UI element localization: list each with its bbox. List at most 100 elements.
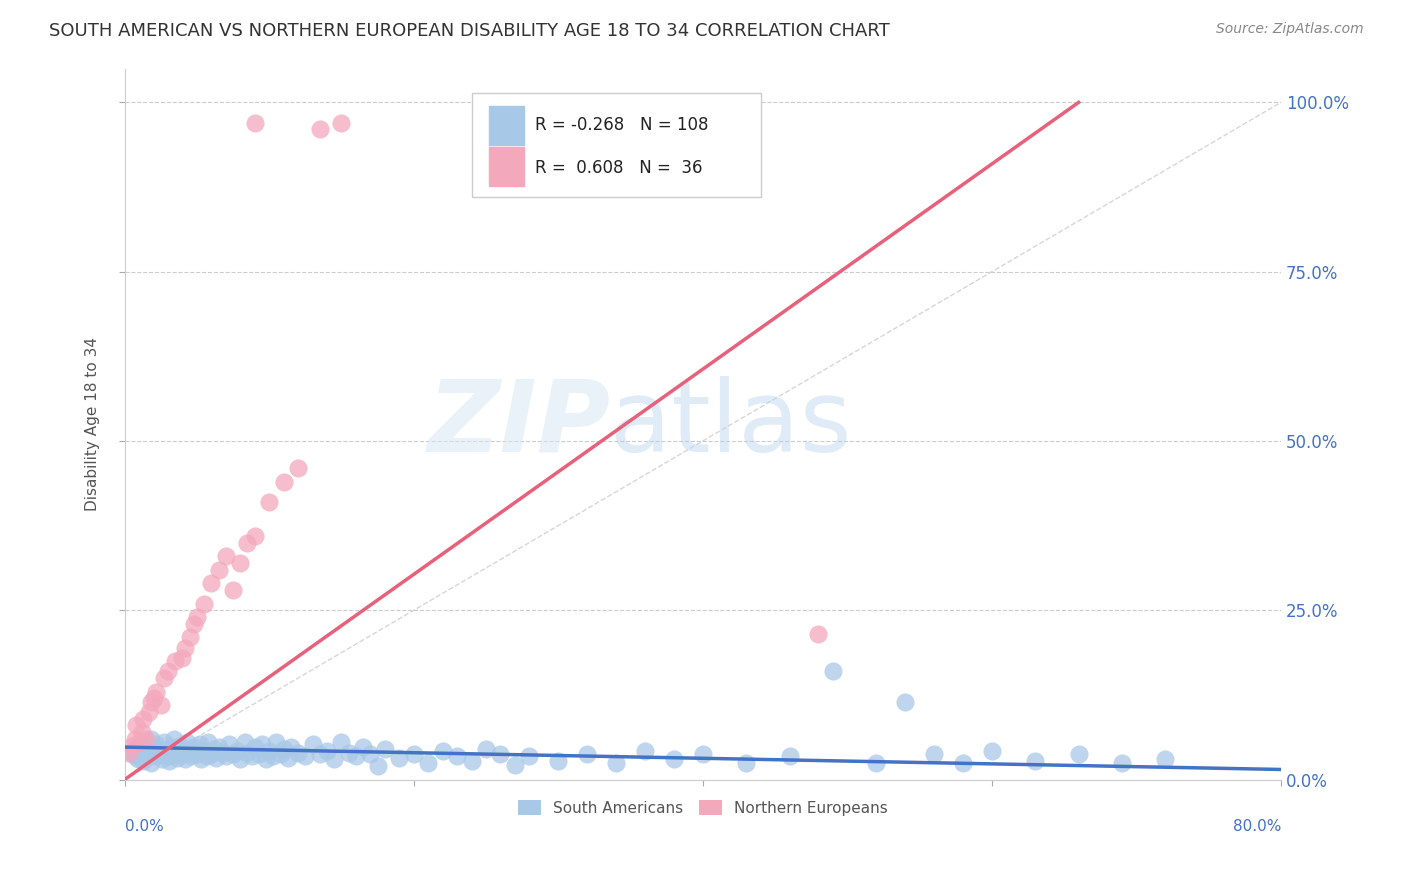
Point: [547, 754, 569, 768]
Point: [128, 747, 150, 761]
Point: [207, 563, 229, 577]
Point: [190, 752, 212, 766]
Point: [735, 756, 758, 770]
Point: [446, 748, 468, 763]
Point: [517, 748, 540, 763]
Point: [200, 747, 222, 761]
Text: SOUTH AMERICAN VS NORTHERN EUROPEAN DISABILITY AGE 18 TO 34 CORRELATION CHART: SOUTH AMERICAN VS NORTHERN EUROPEAN DISA…: [49, 22, 890, 40]
Point: [280, 740, 302, 755]
Point: [352, 740, 374, 755]
Text: Source: ZipAtlas.com: Source: ZipAtlas.com: [1216, 22, 1364, 37]
Point: [118, 746, 141, 760]
Point: [215, 748, 238, 763]
Point: [153, 744, 176, 758]
Point: [330, 116, 353, 130]
Point: [121, 739, 143, 753]
Point: [146, 742, 169, 756]
Point: [980, 744, 1002, 758]
FancyBboxPatch shape: [471, 94, 761, 196]
Point: [131, 725, 153, 739]
Point: [294, 748, 316, 763]
Point: [173, 742, 195, 756]
Point: [169, 739, 191, 753]
Point: [344, 748, 367, 763]
Point: [316, 744, 339, 758]
Point: [475, 742, 498, 756]
Point: [218, 738, 240, 752]
Text: ZIP: ZIP: [427, 376, 610, 473]
Y-axis label: Disability Age 18 to 34: Disability Age 18 to 34: [86, 337, 100, 511]
Point: [229, 556, 252, 570]
Point: [172, 747, 194, 761]
Point: [250, 738, 273, 752]
Point: [894, 695, 917, 709]
Point: [149, 747, 172, 761]
Point: [418, 756, 440, 770]
Point: [233, 735, 256, 749]
Point: [193, 597, 215, 611]
Point: [142, 743, 165, 757]
Point: [156, 665, 179, 679]
Point: [374, 742, 396, 756]
Point: [460, 754, 482, 768]
Point: [240, 748, 263, 763]
Point: [183, 616, 205, 631]
Point: [243, 529, 266, 543]
Point: [1111, 756, 1133, 770]
Point: [156, 748, 179, 763]
Text: R =  0.608   N =  36: R = 0.608 N = 36: [536, 159, 703, 178]
Point: [257, 495, 280, 509]
Point: [152, 735, 174, 749]
Point: [212, 746, 235, 760]
Point: [166, 751, 188, 765]
Point: [200, 576, 222, 591]
Point: [1154, 752, 1177, 766]
FancyBboxPatch shape: [489, 106, 523, 145]
Point: [308, 747, 330, 761]
Point: [193, 744, 215, 758]
Point: [176, 735, 198, 749]
Point: [865, 756, 887, 770]
Point: [270, 747, 292, 761]
Point: [432, 744, 454, 758]
Point: [204, 751, 226, 765]
Point: [197, 735, 219, 749]
Point: [821, 665, 844, 679]
Point: [257, 744, 280, 758]
Point: [121, 746, 143, 760]
Point: [215, 549, 238, 563]
Point: [243, 116, 266, 130]
Point: [186, 747, 208, 761]
Point: [236, 535, 259, 549]
Point: [254, 752, 277, 766]
Point: [179, 746, 201, 760]
Point: [132, 712, 155, 726]
Point: [692, 747, 714, 761]
Text: R = -0.268   N = 108: R = -0.268 N = 108: [536, 117, 709, 135]
Point: [229, 752, 252, 766]
Point: [243, 740, 266, 755]
Point: [179, 631, 201, 645]
Point: [165, 744, 187, 758]
FancyBboxPatch shape: [489, 147, 523, 186]
Point: [301, 738, 323, 752]
Point: [139, 756, 162, 770]
Point: [236, 746, 259, 760]
Point: [186, 610, 208, 624]
Point: [807, 627, 830, 641]
Point: [125, 718, 148, 732]
Point: [287, 461, 309, 475]
Point: [337, 746, 360, 760]
Point: [152, 671, 174, 685]
Point: [222, 582, 245, 597]
Point: [174, 752, 197, 766]
Point: [330, 735, 353, 749]
Point: [605, 756, 627, 770]
Point: [195, 748, 218, 763]
Point: [145, 684, 167, 698]
Point: [273, 742, 295, 756]
Point: [634, 744, 657, 758]
Point: [162, 747, 184, 761]
Text: 80.0%: 80.0%: [1233, 819, 1281, 834]
Point: [367, 759, 389, 773]
